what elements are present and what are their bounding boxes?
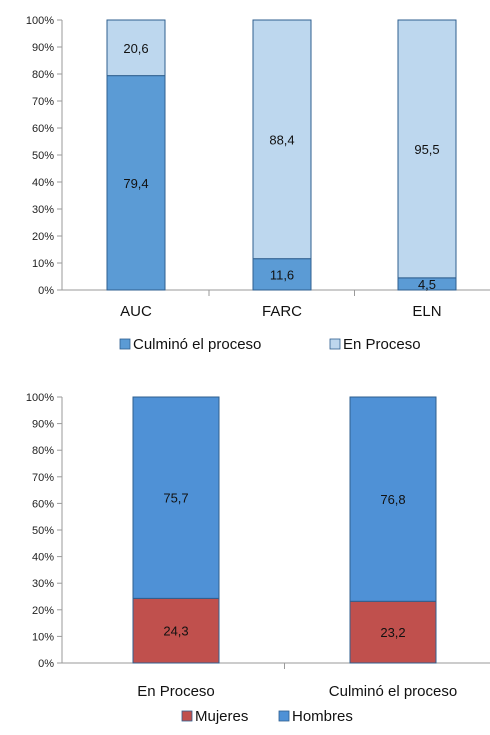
bar-segment: [106, 75, 166, 291]
data-label: 95,5: [414, 142, 439, 157]
y-tick-label: 90%: [32, 42, 54, 54]
bar-segment: [132, 396, 220, 599]
data-label: 11,6: [270, 267, 294, 282]
y-tick-label: 80%: [32, 445, 54, 457]
data-label: 23,2: [380, 625, 405, 640]
y-tick-label: 60%: [32, 123, 54, 135]
legend-label: Culminó el proceso: [133, 336, 261, 353]
y-tick-label: 0%: [38, 658, 54, 670]
x-tick-label: En Proceso: [137, 683, 215, 700]
legend-swatch: [329, 338, 341, 350]
bar-segment: [252, 258, 312, 291]
y-tick-label: 60%: [32, 498, 54, 510]
x-tick-label: ELN: [412, 303, 441, 320]
data-label: 24,3: [163, 624, 188, 639]
bar-segment: [132, 597, 220, 664]
data-label: 75,7: [163, 491, 188, 506]
data-label: 88,4: [269, 132, 294, 147]
bar-segment: [397, 19, 457, 279]
y-tick-label: 70%: [32, 472, 54, 484]
y-tick-label: 0%: [38, 285, 54, 297]
y-tick-label: 80%: [32, 69, 54, 81]
bar-segment: [106, 19, 166, 77]
data-label: 20,6: [123, 41, 148, 56]
y-tick-label: 100%: [26, 392, 54, 404]
legend-swatch: [278, 710, 290, 722]
y-tick-label: 90%: [32, 419, 54, 431]
data-label: 76,8: [380, 492, 405, 507]
data-label: 79,4: [123, 176, 148, 191]
bar-segment: [349, 396, 437, 602]
bar-segment: [349, 600, 437, 664]
y-tick-label: 50%: [32, 150, 54, 162]
legend-label: En Proceso: [343, 336, 421, 353]
legend-swatch: [181, 710, 193, 722]
legend-swatch: [119, 338, 131, 350]
y-tick-label: 30%: [32, 578, 54, 590]
x-tick-label: AUC: [120, 303, 152, 320]
y-tick-label: 100%: [26, 15, 54, 27]
x-tick-label: FARC: [262, 303, 302, 320]
y-tick-label: 20%: [32, 605, 54, 617]
x-tick-label: Culminó el proceso: [329, 683, 457, 700]
y-tick-label: 70%: [32, 96, 54, 108]
y-tick-label: 40%: [32, 552, 54, 564]
legend-label: Mujeres: [195, 708, 248, 725]
chart-bottom: 0% 10% 20% 30% 40% 50% 60% 70% 80% 90% 100% 24,3 75,…: [26, 392, 490, 725]
y-tick-label: 40%: [32, 177, 54, 189]
y-tick-label: 10%: [32, 258, 54, 270]
y-tick-label: 20%: [32, 231, 54, 243]
legend-label: Hombres: [292, 708, 353, 725]
y-tick-label: 10%: [32, 631, 54, 643]
y-tick-label: 30%: [32, 204, 54, 216]
chart-top: 0% 10% 20% 30% 40% 50% 60% 70% 80% 90% 100% 79,4 20,…: [26, 15, 490, 353]
y-tick-label: 50%: [32, 525, 54, 537]
data-label: 4,5: [418, 277, 436, 292]
bar-segment: [252, 19, 312, 260]
